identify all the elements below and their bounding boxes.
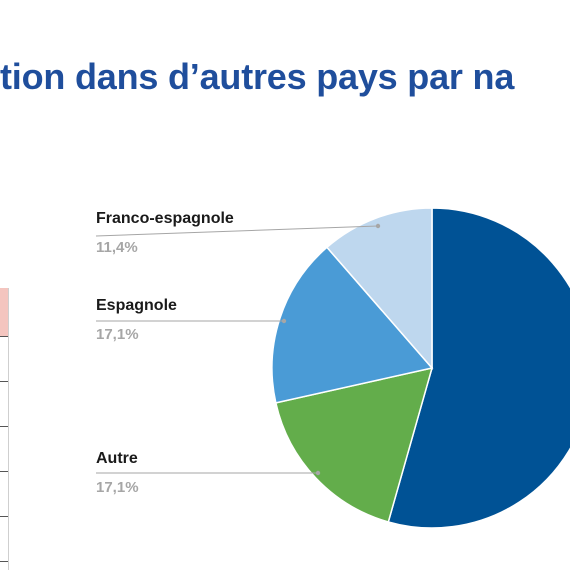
pie-slice — [387, 207, 570, 529]
slice-label: Espagnole — [96, 297, 177, 314]
table-header-cell — [0, 288, 9, 336]
leader-dot — [281, 318, 287, 324]
slide-title: tion dans d’autres pays par na — [0, 56, 515, 97]
slice-percent-label: 11,4% — [96, 239, 138, 256]
table-column-border — [8, 336, 9, 570]
pie-slice-franco-espagnole — [325, 207, 433, 371]
table-row-divider — [0, 381, 9, 382]
slice-label: Autre — [96, 450, 138, 467]
leader-dot — [375, 223, 381, 229]
table-row-divider — [0, 336, 9, 337]
table-row-divider — [0, 516, 9, 517]
leader-line — [95, 225, 379, 237]
slice-percent-label: 17,1% — [96, 479, 139, 496]
table-row-divider — [0, 471, 9, 472]
slice-label: Franco-espagnole — [96, 210, 234, 227]
pie-slice-espagnole — [271, 246, 434, 404]
table-row-divider — [0, 426, 9, 427]
leader-dot — [315, 470, 321, 476]
slice-percent-label: 17,1% — [96, 326, 139, 343]
pie-slice-autre — [274, 366, 434, 523]
table-fragment — [0, 288, 9, 570]
table-row-divider — [0, 561, 9, 562]
